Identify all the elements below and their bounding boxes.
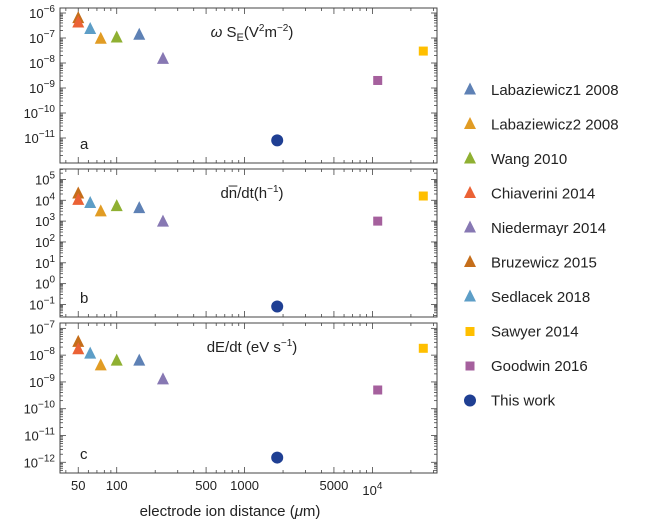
y-tick-label: 10−9 (29, 373, 55, 390)
legend-marker (464, 82, 476, 95)
data-point (156, 51, 169, 64)
legend-marker (464, 117, 476, 130)
data-point (133, 353, 146, 366)
y-tick-label: 10−9 (29, 79, 55, 96)
data-point (72, 15, 85, 28)
data-point (156, 214, 169, 227)
data-point (271, 300, 284, 313)
x-tick-label: 500 (195, 478, 217, 493)
y-tick-label: 10−10 (24, 104, 56, 121)
legend-label: Labaziewicz1 2008 (491, 82, 619, 99)
legend-label: Sawyer 2014 (491, 324, 579, 341)
data-point (110, 199, 123, 212)
panel-b: 105 104 103 102 101 100 10−1 dn̅/dt(h−1) b (29, 168, 438, 318)
x-tick-label: 5000 (319, 478, 348, 493)
data-point (94, 204, 107, 217)
legend-marker (464, 255, 476, 268)
data-point (156, 372, 169, 385)
data-point (94, 31, 107, 44)
panel-title: ω SE(V2m−2) (211, 23, 294, 44)
y-tick-label: 10−7 (29, 319, 55, 336)
y-tick-label: 10−11 (24, 129, 55, 146)
panel-label: b (80, 290, 88, 307)
legend-label: Sedlacek 2018 (491, 289, 590, 306)
legend-marker (464, 186, 476, 199)
y-tick-label: 101 (35, 254, 55, 271)
legend-label: Niedermayr 2014 (491, 220, 606, 237)
data-point (373, 385, 383, 395)
data-point (84, 346, 97, 359)
panel-c: 10−7 10−8 10−9 10−10 10−11 10−12 50 100 500 1000 5… (24, 319, 438, 498)
plot-frame (59, 7, 438, 164)
legend-marker (464, 394, 476, 407)
y-tick-label: 10−6 (29, 4, 55, 21)
data-point (373, 216, 383, 226)
x-axis-label: electrode ion distance (μm) (140, 503, 321, 520)
legend-marker (464, 220, 476, 233)
data-point (94, 358, 107, 371)
x-tick-label: 1000 (230, 478, 259, 493)
y-tick-label: 10−8 (29, 54, 55, 71)
data-point (133, 27, 146, 40)
legend-marker (465, 327, 475, 336)
legend-marker (465, 361, 475, 371)
y-tick-label: 10−7 (29, 29, 55, 46)
panel-title: dE/dt (eV s−1) (207, 338, 298, 356)
legend-marker (464, 151, 476, 164)
legend-label: This work (491, 393, 556, 410)
data-point (133, 201, 146, 214)
panel-title: dn̅/dt(h−1) (220, 184, 283, 202)
y-tick-label: 102 (35, 233, 55, 250)
data-point (84, 196, 97, 209)
legend-label: Wang 2010 (491, 151, 567, 168)
panel-a: 10−6 10−7 10−8 10−9 10−10 10−11 ω SE(V2m−2) a (24, 4, 438, 164)
data-point (72, 342, 85, 355)
legend-label: Goodwin 2016 (491, 358, 588, 375)
data-point (110, 30, 123, 43)
panel-label: a (80, 136, 89, 153)
data-point (110, 353, 123, 366)
data-point (418, 191, 428, 201)
data-point (84, 21, 97, 34)
y-tick-label: 10−11 (24, 427, 55, 444)
data-point (72, 334, 85, 347)
y-tick-label: 100 (35, 275, 55, 292)
legend-label: Labaziewicz2 2008 (491, 117, 619, 134)
y-tick-label: 10−10 (24, 400, 56, 417)
plot-frame (59, 322, 438, 474)
y-tick-label: 104 (35, 191, 55, 208)
x-tick-label: 100 (106, 478, 128, 493)
y-tick-label: 10−12 (24, 453, 56, 470)
data-point (418, 46, 428, 56)
legend-label: Bruzewicz 2015 (491, 255, 597, 272)
legend-label: Chiaverini 2014 (491, 186, 595, 203)
panel-label: c (80, 446, 88, 463)
y-tick-label: 105 (35, 170, 55, 187)
y-tick-label: 10−8 (29, 346, 55, 363)
data-point (373, 75, 383, 85)
data-point (418, 343, 428, 353)
y-tick-label: 103 (35, 212, 55, 229)
x-tick-label: 50 (71, 478, 85, 493)
data-point (271, 451, 284, 464)
data-point (271, 134, 284, 147)
y-tick-label: 10−1 (29, 295, 55, 312)
data-point (72, 192, 85, 205)
legend-marker (464, 289, 476, 302)
x-tick-label: 104 (362, 481, 382, 498)
data-point (72, 186, 85, 199)
legend: Labaziewicz1 2008 Labaziewicz2 2008 Wang 2… (464, 82, 619, 410)
